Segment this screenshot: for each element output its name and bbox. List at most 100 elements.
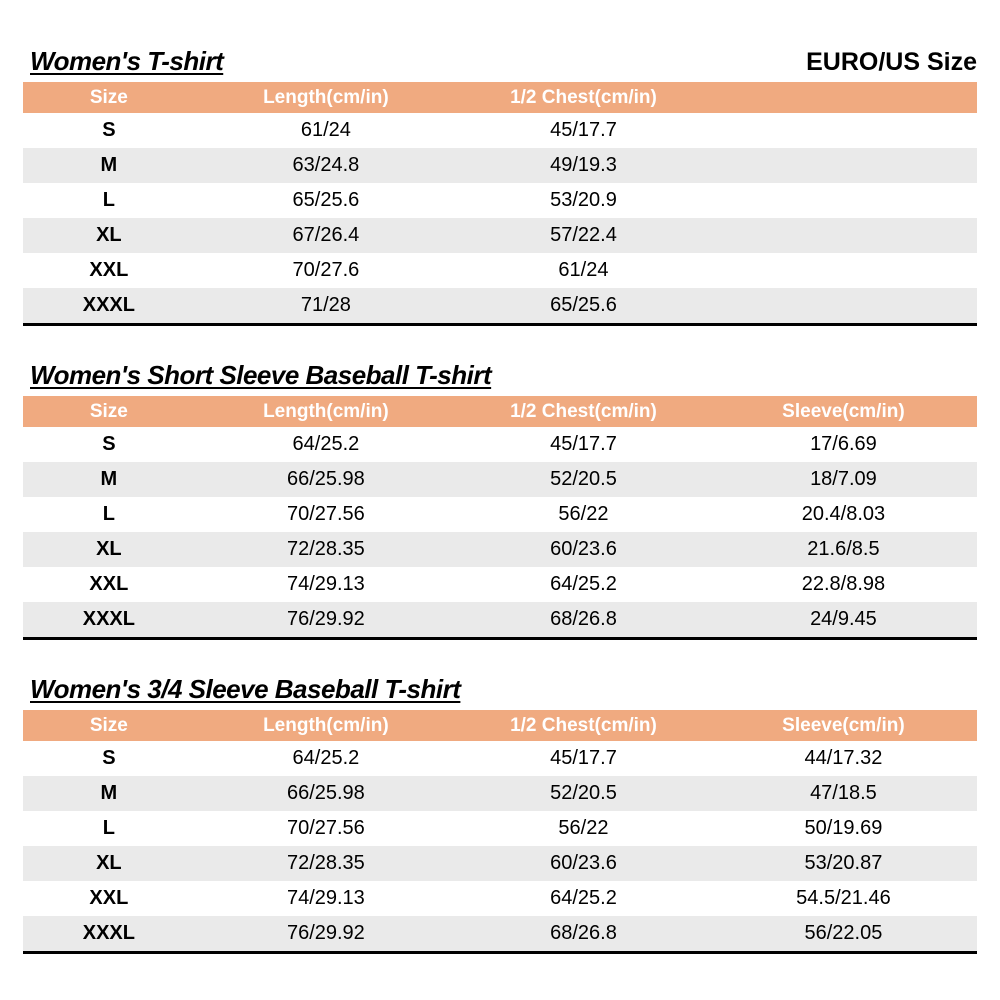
value-cell: 22.8/8.98: [709, 567, 977, 602]
value-cell: 76/29.92: [194, 602, 458, 639]
table-header: Size Length(cm/in) 1/2 Chest(cm/in) Sleeve(…: [23, 396, 977, 427]
section-header: Women's Short Sleeve Baseball T-shirt: [23, 360, 977, 391]
size-cell: M: [23, 462, 195, 497]
value-cell: 45/17.7: [457, 741, 710, 776]
value-cell: 64/25.2: [457, 881, 710, 916]
header-row: Size Length(cm/in) 1/2 Chest(cm/in) Sleeve(…: [23, 710, 977, 741]
size-cell: XXL: [23, 881, 195, 916]
value-cell: [709, 148, 977, 183]
column-header: Length(cm/in): [194, 710, 458, 741]
column-header: Sleeve(cm/in): [709, 710, 977, 741]
value-cell: 53/20.87: [709, 846, 977, 881]
size-cell: XXXL: [23, 288, 195, 325]
value-cell: 66/25.98: [194, 462, 458, 497]
value-cell: 18/7.09: [709, 462, 977, 497]
section-header: Women's 3/4 Sleeve Baseball T-shirt: [23, 674, 977, 705]
value-cell: 70/27.6: [194, 253, 458, 288]
euro-us-size-label: EURO/US Size: [806, 48, 977, 76]
value-cell: 65/25.6: [194, 183, 458, 218]
table-row: XL 72/28.35 60/23.6 53/20.87: [23, 846, 977, 881]
value-cell: 56/22: [457, 497, 710, 532]
column-header: Length(cm/in): [194, 396, 458, 427]
value-cell: 53/20.9: [457, 183, 710, 218]
table-row: XXXL 76/29.92 68/26.8 24/9.45: [23, 602, 977, 639]
size-cell: S: [23, 113, 195, 148]
section-title-womens-tshirt: Women's T-shirt: [30, 46, 224, 76]
value-cell: 70/27.56: [194, 811, 458, 846]
value-cell: 60/23.6: [457, 846, 710, 881]
value-cell: 68/26.8: [457, 916, 710, 953]
table-body: S 61/24 45/17.7 M 63/24.8 49/19.3 L 65/25.6 53/2…: [23, 113, 977, 325]
value-cell: [709, 253, 977, 288]
size-cell: M: [23, 148, 195, 183]
size-cell: S: [23, 741, 195, 776]
size-cell: XXXL: [23, 602, 195, 639]
size-cell: XL: [23, 218, 195, 253]
table-row: XL 67/26.4 57/22.4: [23, 218, 977, 253]
section-short-sleeve-baseball-tshirt: Women's Short Sleeve Baseball T-shirt Si…: [23, 360, 977, 640]
section-title-three-quarter-sleeve-baseball: Women's 3/4 Sleeve Baseball T-shirt: [30, 674, 461, 704]
value-cell: 64/25.2: [194, 741, 458, 776]
value-cell: [709, 218, 977, 253]
section-womens-tshirt: Women's T-shirt EURO/US Size Size Length(…: [23, 46, 977, 326]
value-cell: 52/20.5: [457, 776, 710, 811]
table-row: XXL 70/27.6 61/24: [23, 253, 977, 288]
size-cell: S: [23, 427, 195, 462]
value-cell: 72/28.35: [194, 532, 458, 567]
value-cell: 56/22: [457, 811, 710, 846]
value-cell: 74/29.13: [194, 567, 458, 602]
value-cell: 63/24.8: [194, 148, 458, 183]
size-table-three-quarter-sleeve-baseball: Size Length(cm/in) 1/2 Chest(cm/in) Sleeve(…: [23, 710, 977, 954]
table-row: M 66/25.98 52/20.5 18/7.09: [23, 462, 977, 497]
size-chart-sheet: Women's T-shirt EURO/US Size Size Length(…: [23, 46, 977, 954]
value-cell: 76/29.92: [194, 916, 458, 953]
value-cell: 57/22.4: [457, 218, 710, 253]
value-cell: 66/25.98: [194, 776, 458, 811]
size-cell: XL: [23, 532, 195, 567]
value-cell: 17/6.69: [709, 427, 977, 462]
table-row: M 63/24.8 49/19.3: [23, 148, 977, 183]
table-body: S 64/25.2 45/17.7 44/17.32 M 66/25.98 52/20.5 4…: [23, 741, 977, 953]
section-header: Women's T-shirt EURO/US Size: [23, 46, 977, 77]
size-cell: XL: [23, 846, 195, 881]
table-row: XXL 74/29.13 64/25.2 54.5/21.46: [23, 881, 977, 916]
value-cell: 71/28: [194, 288, 458, 325]
table-header: Size Length(cm/in) 1/2 Chest(cm/in): [23, 82, 977, 113]
value-cell: 60/23.6: [457, 532, 710, 567]
table-row: L 70/27.56 56/22 50/19.69: [23, 811, 977, 846]
column-header: 1/2 Chest(cm/in): [457, 710, 710, 741]
size-cell: L: [23, 183, 195, 218]
size-cell: XXXL: [23, 916, 195, 953]
table-row: L 70/27.56 56/22 20.4/8.03: [23, 497, 977, 532]
column-header: Length(cm/in): [194, 82, 458, 113]
table-row: S 64/25.2 45/17.7 44/17.32: [23, 741, 977, 776]
value-cell: 49/19.3: [457, 148, 710, 183]
size-cell: L: [23, 811, 195, 846]
column-header: 1/2 Chest(cm/in): [457, 82, 710, 113]
value-cell: [709, 113, 977, 148]
column-header: Size: [23, 82, 195, 113]
value-cell: 45/17.7: [457, 427, 710, 462]
table-row: L 65/25.6 53/20.9: [23, 183, 977, 218]
value-cell: 68/26.8: [457, 602, 710, 639]
header-row: Size Length(cm/in) 1/2 Chest(cm/in): [23, 82, 977, 113]
value-cell: 54.5/21.46: [709, 881, 977, 916]
header-row: Size Length(cm/in) 1/2 Chest(cm/in) Sleeve(…: [23, 396, 977, 427]
value-cell: 64/25.2: [194, 427, 458, 462]
size-cell: M: [23, 776, 195, 811]
column-header: [709, 82, 977, 113]
value-cell: 65/25.6: [457, 288, 710, 325]
value-cell: 24/9.45: [709, 602, 977, 639]
size-cell: XXL: [23, 253, 195, 288]
value-cell: 20.4/8.03: [709, 497, 977, 532]
value-cell: [709, 288, 977, 325]
value-cell: 67/26.4: [194, 218, 458, 253]
value-cell: 72/28.35: [194, 846, 458, 881]
value-cell: 44/17.32: [709, 741, 977, 776]
section-title-short-sleeve-baseball: Women's Short Sleeve Baseball T-shirt: [30, 360, 492, 390]
column-header: Sleeve(cm/in): [709, 396, 977, 427]
table-body: S 64/25.2 45/17.7 17/6.69 M 66/25.98 52/20.5 18…: [23, 427, 977, 639]
table-row: S 61/24 45/17.7: [23, 113, 977, 148]
value-cell: 74/29.13: [194, 881, 458, 916]
value-cell: 64/25.2: [457, 567, 710, 602]
